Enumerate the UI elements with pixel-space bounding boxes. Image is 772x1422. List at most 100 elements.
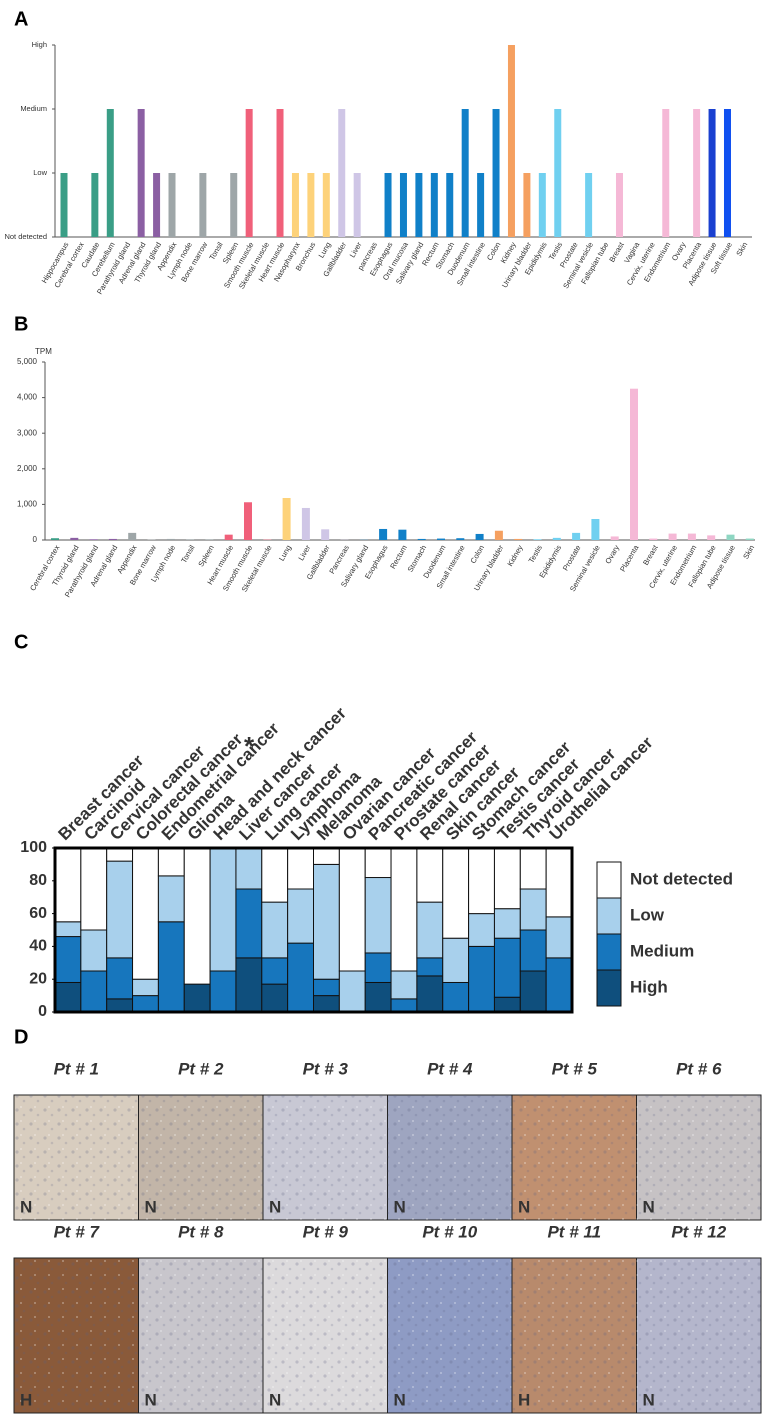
bar-segment	[468, 913, 495, 947]
bar	[475, 533, 484, 540]
bar-segment	[390, 970, 418, 1000]
bar-segment	[468, 945, 495, 1013]
bar-segment	[545, 957, 573, 1013]
bar	[477, 173, 485, 237]
bar	[415, 173, 423, 237]
bar-segment	[390, 998, 418, 1013]
bar	[708, 109, 716, 237]
y-tick-label: 0	[38, 1003, 47, 1020]
y-tick-label: 0	[33, 535, 38, 544]
annotation: *	[244, 731, 255, 761]
score-label: N	[518, 1197, 530, 1216]
bar	[630, 388, 638, 540]
score-label: H	[20, 1390, 32, 1409]
y-tick-label: Not detected	[4, 232, 47, 241]
legend-label: High	[630, 977, 668, 996]
bar	[533, 539, 542, 540]
patient-label: Pt # 2	[178, 1059, 224, 1078]
bar	[353, 173, 361, 237]
panel-label: A	[14, 8, 28, 30]
bar	[106, 109, 114, 237]
bar	[137, 109, 145, 237]
bar	[662, 109, 670, 237]
bar-segment	[364, 981, 392, 1013]
bar	[60, 173, 68, 237]
bar-segment	[157, 875, 185, 923]
bar-segment	[235, 847, 263, 890]
patient-label: Pt # 8	[178, 1222, 224, 1241]
patient-label: Pt # 6	[676, 1059, 722, 1078]
bar	[291, 173, 299, 237]
bar-segment	[313, 847, 340, 865]
x-tick-label: Skin	[734, 240, 749, 257]
bar-segment	[54, 981, 82, 1013]
bar-segment	[364, 847, 392, 879]
patient-label: Pt # 11	[547, 1222, 601, 1241]
patient-label: Pt # 7	[54, 1222, 101, 1241]
score-label: N	[145, 1197, 157, 1216]
bar	[492, 109, 500, 237]
bar-segment	[416, 975, 444, 1013]
legend-swatch	[596, 969, 622, 1007]
bar-segment	[493, 847, 521, 910]
patient-label: Pt # 1	[54, 1059, 99, 1078]
tissue-texture	[138, 1258, 263, 1413]
legend-swatch	[596, 897, 622, 935]
x-tick-label: Lung	[277, 543, 293, 562]
bar	[70, 537, 79, 540]
y-tick-label: Medium	[20, 104, 47, 113]
y-axis-label: TPM	[35, 347, 52, 356]
bar	[108, 538, 117, 540]
bar-segment	[261, 983, 289, 1013]
bar	[591, 518, 600, 540]
bar	[230, 173, 238, 237]
bar	[322, 173, 330, 237]
bar	[430, 173, 438, 237]
bar	[437, 538, 445, 540]
bar	[301, 507, 310, 540]
bar-segment	[519, 888, 547, 931]
bar	[51, 538, 59, 540]
y-tick-label: High	[32, 40, 47, 49]
bar	[245, 109, 253, 237]
bar	[723, 109, 731, 237]
bar	[538, 173, 546, 237]
bar	[585, 173, 593, 237]
bar	[282, 497, 291, 540]
panel-label: D	[14, 1026, 28, 1048]
bar-segment	[313, 995, 340, 1013]
tissue-texture	[263, 1258, 388, 1413]
bar-segment	[442, 937, 470, 983]
bar	[128, 532, 137, 540]
tissue-texture	[636, 1258, 761, 1413]
bar-segment	[313, 863, 340, 980]
bar	[726, 534, 735, 540]
tissue-texture	[263, 1095, 388, 1220]
x-tick-label: Spleen	[196, 543, 215, 568]
bar	[417, 538, 426, 540]
x-tick-label: Placenta	[618, 543, 641, 573]
x-tick-label: Breast	[641, 543, 660, 567]
bar	[554, 109, 562, 237]
bar	[514, 538, 523, 540]
y-tick-label: 5,000	[17, 357, 38, 366]
bar-segment	[338, 847, 366, 972]
bar-segment	[235, 888, 263, 959]
bar-segment	[493, 908, 521, 939]
bar-segment	[519, 929, 547, 972]
patient-label: Pt # 9	[303, 1222, 349, 1241]
bar-segment	[183, 983, 211, 1013]
legend-swatch	[596, 861, 622, 899]
score-label: N	[20, 1197, 32, 1216]
bar	[494, 530, 503, 540]
bar-segment	[364, 877, 392, 954]
bar-segment	[493, 937, 521, 998]
bar-segment	[80, 970, 108, 1013]
legend-label: Low	[630, 905, 665, 924]
bar-segment	[54, 921, 82, 938]
tissue-texture	[138, 1095, 263, 1220]
bar	[707, 535, 716, 540]
bar-segment	[132, 978, 159, 997]
bar-segment	[287, 888, 314, 944]
bar-segment	[157, 847, 185, 877]
